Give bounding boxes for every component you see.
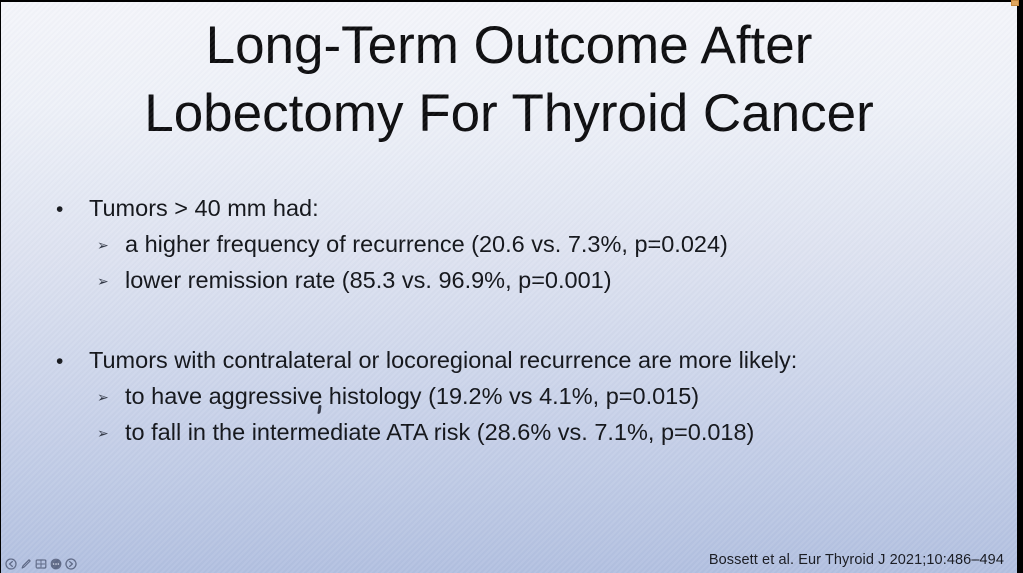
sub-bullet-text: lower remission rate (85.3 vs. 96.9%, p=… <box>125 267 612 293</box>
bullet-group-1: • Tumors > 40 mm had: ➢ a higher frequen… <box>1 195 1017 303</box>
bullet-dot-icon: • <box>56 198 64 221</box>
arrowhead-bullet-icon: ➢ <box>97 273 109 289</box>
previous-slide-icon <box>5 558 17 570</box>
citation-text: Bossett et al. Eur Thyroid J 2021;10:486… <box>708 552 1004 568</box>
pen-annotate-icon <box>21 559 31 569</box>
bullet-text: Tumors with contralateral or locoregiona… <box>89 347 798 373</box>
sub-bullet-item: ➢ a higher frequency of recurrence (20.6… <box>1 231 1017 267</box>
slideshow-toolbar <box>5 558 77 570</box>
more-options-ellipsis-icon <box>50 558 62 570</box>
slide-title-line-1: Long-Term Outcome After <box>205 16 813 75</box>
bullet-group-2: • Tumors with contralateral or locoregio… <box>1 347 1017 455</box>
bullet-item: • Tumors with contralateral or locoregio… <box>1 347 1017 383</box>
arrowhead-bullet-icon: ➢ <box>97 425 109 441</box>
sub-bullet-text: a higher frequency of recurrence (20.6 v… <box>125 231 728 257</box>
top-right-notification-dot <box>1011 0 1019 6</box>
sub-bullet-item: ➢ to fall in the intermediate ATA risk (… <box>1 419 1017 455</box>
slide-title: Long-Term Outcome After Lobectomy For Th… <box>1 12 1017 148</box>
sub-bullet-item: ➢ lower remission rate (85.3 vs. 96.9%, … <box>1 267 1017 303</box>
bullet-item: • Tumors > 40 mm had: <box>1 195 1017 231</box>
bullet-text: Tumors > 40 mm had: <box>89 195 319 221</box>
all-slides-button[interactable] <box>35 558 47 570</box>
arrowhead-bullet-icon: ➢ <box>97 389 109 405</box>
bullet-dot-icon: • <box>56 350 64 373</box>
sub-bullet-text: to fall in the intermediate ATA risk (28… <box>125 419 755 445</box>
all-slides-grid-icon <box>35 559 47 569</box>
sub-bullet-text: to have aggressive histology (19.2% vs 4… <box>125 383 700 409</box>
pen-annotate-button[interactable] <box>20 558 32 570</box>
sub-bullet-item: ➢ to have aggressive histology (19.2% vs… <box>1 383 1017 419</box>
previous-slide-button[interactable] <box>5 558 17 570</box>
arrowhead-bullet-icon: ➢ <box>97 237 109 253</box>
next-slide-icon <box>65 558 77 570</box>
slide-title-line-2: Lobectomy For Thyroid Cancer <box>144 84 874 143</box>
slide-body: • Tumors > 40 mm had: ➢ a higher frequen… <box>1 195 1017 455</box>
more-options-button[interactable] <box>50 558 62 570</box>
next-slide-button[interactable] <box>65 558 77 570</box>
